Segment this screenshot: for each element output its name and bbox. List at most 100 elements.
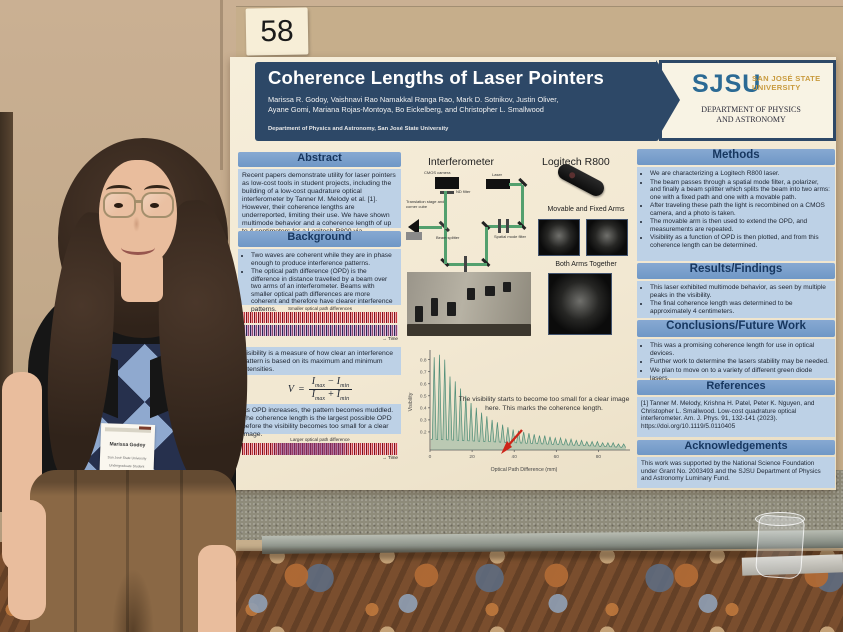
beam-splitter-label: Beam splitter [436,235,460,240]
svg-text:0.4: 0.4 [420,406,427,412]
coherence-arrow-icon [501,429,523,454]
poster-affiliation: Department of Physics and Astronomy, San… [268,126,449,132]
table-edge-shape [407,324,531,336]
svg-text:0.6: 0.6 [420,382,427,388]
equipment-shape [447,302,456,316]
fixed-arm-speckle-image [586,219,628,256]
methods-bullet: The beam passes through a spatial mode f… [650,179,831,202]
cmos-camera-label: CMOS camera [424,170,451,175]
methods-bullet: We are characterizing a Logitech R800 la… [650,170,831,178]
conclusions-bullet: Further work to determine the lasers sta… [650,358,831,366]
visibility-note: Visibility is a measure of how clear an … [238,347,401,375]
formula-eq: = [297,384,305,395]
eyebrow-right [144,185,170,196]
waveform-band-blue [242,325,398,336]
plastic-cup-rim [755,512,805,526]
beam-segment [521,185,524,227]
laser-label: Laser [492,172,503,177]
equipment-shape [467,288,475,300]
formula-denominator: Imax + Imin [311,389,350,402]
spatial-mode-filter-label: Spatial mode filter [494,234,527,239]
svg-text:0.7: 0.7 [420,369,427,375]
interferometer-diagram: CMOS camera ND filter Laser Spatial mode… [406,170,536,286]
results-body: This laser exhibited multimode behavior,… [637,281,835,318]
chart-xlabel: Optical Path Difference (mm) [491,467,558,473]
visibility-formula: V = Imax − Imin Imax + Imin [252,376,388,403]
polarizer-icon [464,256,467,272]
methods-bullet: The movable arm is then used to extend t… [650,218,831,233]
cmos-camera-icon [435,177,459,189]
references-heading: References [637,380,835,395]
beam-segment [485,227,488,263]
poster-title: Coherence Lengths of Laser Pointers [268,67,604,88]
board-shadow [236,549,843,559]
sjsu-line2: UNIVERSITY [752,83,801,93]
smile [121,240,155,255]
conclusions-heading: Conclusions/Future Work [637,320,835,337]
poster-header [255,62,659,141]
both-arms-label: Both Arms Together [555,261,617,268]
time-arrow-icon: → [382,455,387,460]
formula-fraction: Imax − Imin Imax + Imin [308,376,353,403]
svg-text:0.5: 0.5 [420,394,427,400]
poster-authors: Marissa R. Godoy, Vaishnavi Rao Namakkal… [268,95,650,114]
figure2-caption: Larger optical path difference [290,437,350,442]
sjsu-line1: SAN JOSÉ STATE [752,74,821,83]
badge-role: Undergraduate Student [109,463,145,469]
equipment-shape [485,286,495,296]
svg-text:0.3: 0.3 [420,418,427,424]
background-body: Two waves are coherent while they are in… [238,249,401,313]
beam-segment [488,225,522,228]
spatial-filter-lens-icon [498,219,501,233]
svg-text:0.8: 0.8 [420,357,427,363]
chart-canvas: Optical Path Difference (mm) Visibility … [408,350,630,473]
svg-text:60: 60 [554,454,560,460]
conclusions-bullet: We plan to move on to a variety of diffe… [650,367,831,382]
movable-arm-speckle-image [538,219,580,256]
time-arrow-icon: → [382,336,387,341]
corner-cube-icon [408,219,419,235]
svg-text:0.2: 0.2 [420,430,427,436]
spatial-filter-lens-icon [506,219,509,233]
figure1-caption: Smaller optical path differences [287,306,352,311]
svg-text:80: 80 [596,454,602,460]
references-body: [1] Tanner M. Melody, Krishna H. Patel, … [637,397,835,437]
badge-logo-mark [139,426,152,430]
authors-line-2: Ayane Gomi, Mariana Rojas-Montoya, Bo Ei… [268,104,544,114]
logitech-title: Logitech R800 [542,156,610,168]
nd-filter-label: ND filter [456,189,471,194]
results-bullet: This laser exhibited multimode behavior,… [650,284,831,299]
equipment-shape [415,306,423,322]
person-left-hand [8,500,46,620]
time-axis: → Time [242,336,398,341]
wall-seam [220,0,223,170]
interferometer-title: Interferometer [428,156,494,168]
background-bullet: Two waves are coherent while they are in… [251,252,397,267]
time-label: Time [387,455,398,460]
sjsu-logo-box [659,60,836,141]
poster-number: 58 [260,14,294,48]
methods-body: We are characterizing a Logitech R800 la… [637,167,835,261]
badge-name: Marissa Godoy [109,441,146,449]
eye-right [150,203,159,208]
sjsu-university-name: SAN JOSÉ STATE UNIVERSITY [752,74,836,93]
formula-lhs: V [287,384,294,395]
time-label: Time [387,336,398,341]
nose-shadow [133,216,140,232]
abstract-heading: Abstract [238,152,401,167]
sjsu-department: DEPARTMENT OF PHYSICS AND ASTRONOMY [676,105,826,124]
translation-stage-icon [406,232,422,240]
beam-segment [418,226,442,229]
lab-setup-photo [407,272,531,336]
methods-heading: Methods [637,149,835,165]
arms-label: Movable and Fixed Arms [547,206,625,213]
methods-bullet: Visibility as a function of OPD is then … [650,234,831,249]
beam-segment [444,191,447,229]
eye-left [114,203,123,208]
opd-note: As OPD increases, the pattern becomes mu… [238,404,401,438]
results-bullet: The final coherence length was determine… [650,300,831,315]
waveform-band-muddled [242,443,398,455]
equipment-shape [503,282,511,292]
dept-line2: AND ASTRONOMY [716,114,786,124]
